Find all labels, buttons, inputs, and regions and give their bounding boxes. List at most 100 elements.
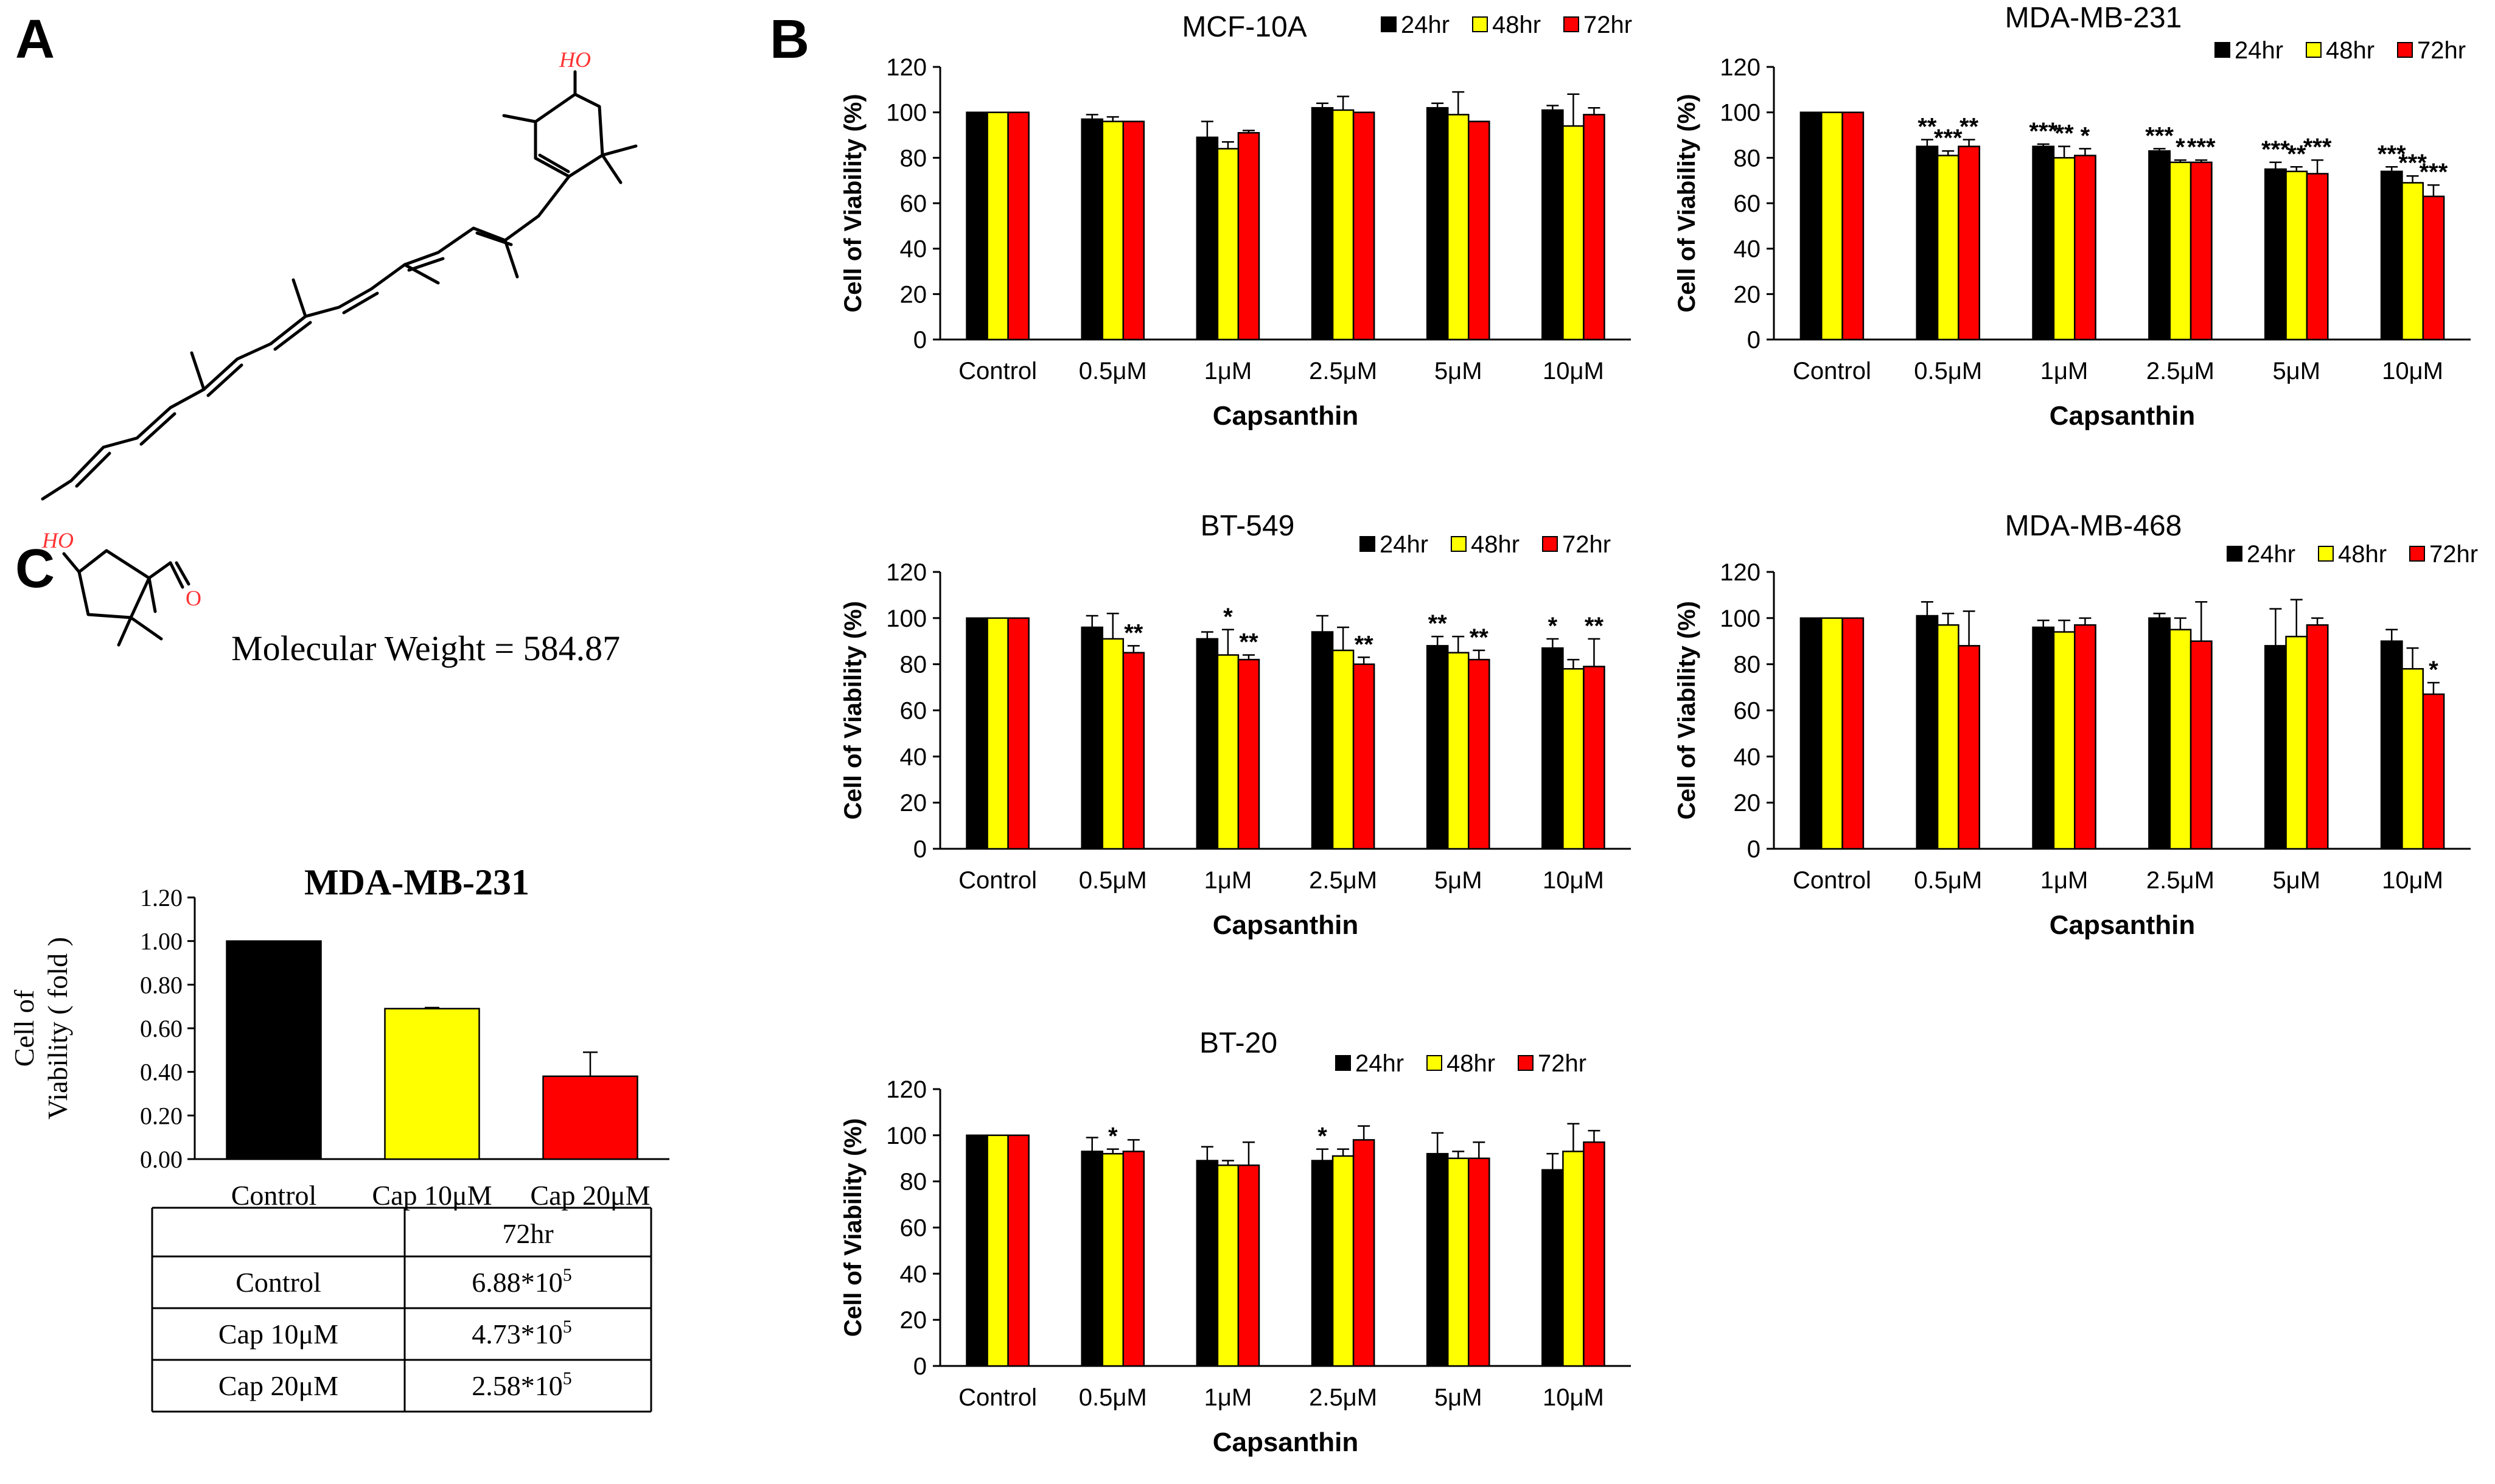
y-tick-label: 40 [900,1261,927,1287]
y-tick-label: 0.20 [140,1102,183,1129]
bar-48hr [1936,624,1959,850]
legend-swatch-72hr [2409,546,2425,562]
chart-title: MDA-MB-468 [2005,510,2182,542]
significance-marker: *** [2029,118,2057,145]
y-tick-label: 20 [900,790,927,817]
bar-24hr [2264,645,2287,850]
legend-label-72hr: 72hr [2417,37,2466,64]
y-tick-label: 100 [1720,100,1760,127]
bar-24hr [966,617,988,850]
y-tick-label: 120 [1720,559,1760,586]
fold-bar [384,1008,480,1160]
significance-marker: *** [2303,134,2332,161]
category-label: Cap 20μM [530,1180,650,1211]
legend-swatch-48hr [2318,546,2334,562]
significance-marker: * [2176,134,2185,161]
legend-swatch-48hr [2306,42,2322,58]
bar-48hr [2053,631,2076,850]
y-tick-label: 20 [1734,281,1761,308]
hydroxyl-label-top: HO [559,47,591,72]
legend-swatch-72hr [1542,536,1558,552]
bar-48hr [1562,125,1585,341]
y-axis-label-line1: Cell of [9,989,40,1067]
legend-swatch-72hr [2397,42,2413,58]
legend-label-72hr: 72hr [2429,541,2478,568]
bar-72hr [1841,111,1865,341]
left-gem-methyl-1 [117,616,133,647]
value-exponent: 5 [563,1265,572,1285]
bar-72hr [2422,195,2445,341]
bar-72hr [2306,173,2329,341]
value-exponent: 5 [563,1317,572,1337]
legend-label-72hr: 72hr [1562,531,1611,558]
bar-24hr [1196,638,1219,850]
y-tick-label: 80 [900,652,927,678]
significance-marker: * [2429,657,2438,683]
bar-72hr [2190,161,2213,341]
bar-48hr [1331,1155,1355,1367]
bar-24hr [2148,150,2171,341]
category-label: 2.5μM [2146,867,2214,894]
chain-double-4 [273,321,312,351]
significance-marker: ** [1428,610,1448,637]
bar-24hr [1799,111,1823,341]
significance-marker: ** [1355,631,1374,658]
y-tick-label: 120 [1720,54,1760,81]
category-label: 1μM [1204,358,1252,385]
value-mantissa: 4.73*10 [472,1319,563,1350]
y-tick-label: 0.80 [140,971,183,998]
bar-48hr [1331,649,1355,850]
value-exponent: 5 [563,1368,572,1388]
y-tick-label: 0 [1747,327,1760,354]
chain-methyl-4 [190,351,206,391]
significance-marker: * [1317,1123,1327,1150]
bar-48hr [1101,1152,1125,1367]
bar-24hr [1541,109,1564,341]
bar-24hr [1081,626,1103,850]
legend-label-48hr: 48hr [1471,531,1520,558]
bar-48hr [2401,182,2424,341]
hydroxyl-label-left: HO [41,528,74,552]
y-tick-label: 80 [1734,145,1761,172]
carbonyl-double [175,561,190,586]
y-tick-label: 20 [900,281,927,308]
y-axis-label: Cell of Viability (%) [840,1118,867,1337]
category-label: 10μM [1543,1384,1604,1411]
y-axis-label-line2: Viability ( fold ) [42,937,73,1120]
significance-marker: *** [2398,150,2427,176]
y-tick-label: 120 [886,559,927,586]
bar-72hr [1841,617,1865,850]
y-tick-label: 0 [913,1353,927,1380]
chart-title: MDA-MB-231 [2005,2,2182,34]
category-label: 0.5μM [1914,867,1982,894]
significance-marker: *** [2420,159,2448,186]
y-tick-label: 40 [1734,744,1761,770]
bar-72hr [1958,145,1981,341]
y-tick-label: 60 [1734,190,1761,217]
chart-mda-mb-231: MDA-MB-231 0 20 40 60 80 100 120 Cell of Viabili… [1673,2,2471,431]
y-tick-label: 80 [900,145,927,172]
bar-24hr [2032,626,2055,850]
bar-24hr [1541,1169,1564,1367]
chain-double-6 [139,412,176,446]
bar-24hr [2380,640,2403,850]
chain-double-7 [75,451,111,488]
left-gem-methyl-2 [129,616,163,641]
y-tick-label: 20 [900,1307,927,1334]
bar-72hr [1237,1164,1260,1367]
bar-48hr [1820,617,1843,850]
y-tick-label: 60 [900,190,927,217]
gem-methyl-2 [601,153,623,184]
table-row-value: 6.88*105 [472,1265,572,1298]
bar-72hr [1468,120,1490,341]
legend-label-72hr: 72hr [1538,1050,1586,1077]
bar-24hr [1196,1160,1219,1367]
fold-chart-title: MDA-MB-231 [304,862,529,902]
y-tick-label: 100 [886,605,927,632]
bar-48hr [1446,114,1470,341]
y-tick-label: 80 [900,1169,927,1196]
bar-48hr [1446,1157,1470,1367]
category-label: 2.5μM [1309,867,1377,894]
bar-24hr [2380,170,2403,341]
